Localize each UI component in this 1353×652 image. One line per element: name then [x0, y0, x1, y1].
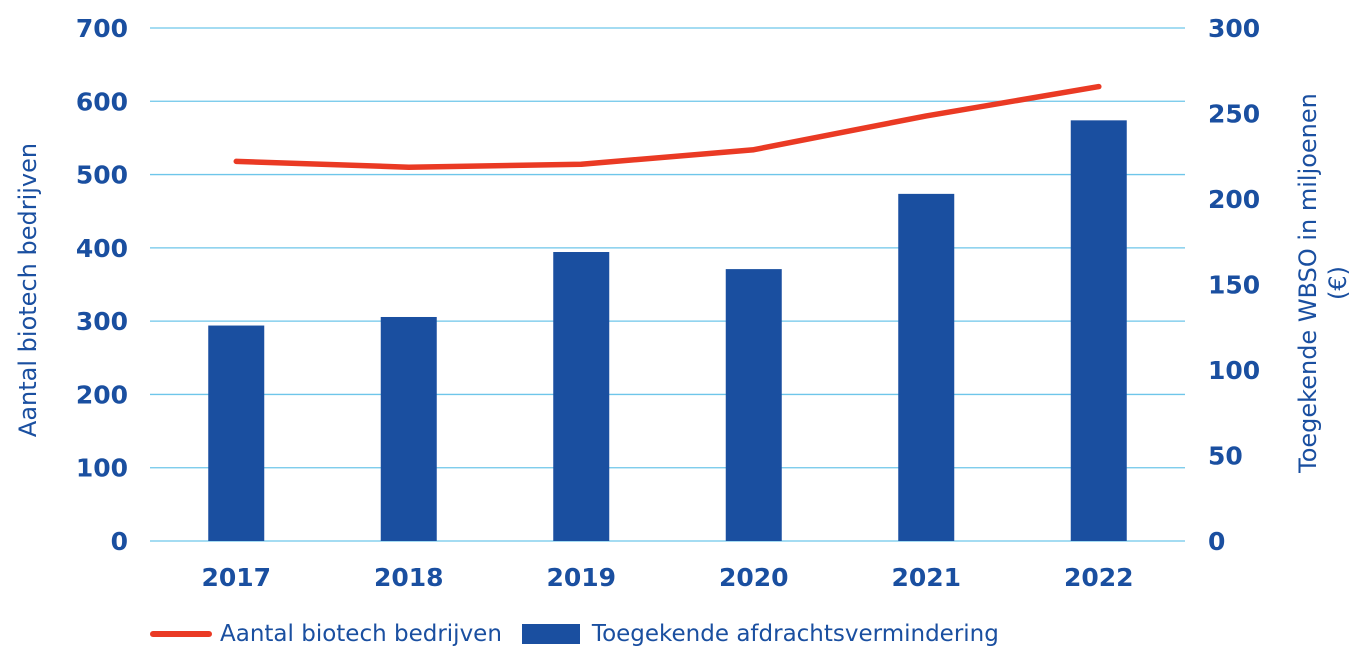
bar [553, 252, 610, 541]
line-point [233, 158, 239, 164]
category-label: 2017 [201, 563, 271, 592]
left-axis-ticks: 0 100 200 300 400 500 600 700 [76, 14, 128, 556]
left-tick-label: 700 [76, 14, 128, 43]
bar [1070, 120, 1127, 541]
line-point [751, 147, 757, 153]
right-axis-title-line1: Toegekende WBSO in miljoenen [1294, 93, 1322, 474]
right-tick-label: 300 [1208, 14, 1260, 43]
left-axis-title: Aantal biotech bedrijven [14, 143, 42, 437]
bar [725, 269, 782, 541]
bar [380, 316, 437, 541]
legend-bar-label: Toegekende afdrachtsvermindering [591, 621, 999, 647]
left-tick-label: 400 [76, 234, 128, 263]
series-line [233, 83, 1102, 170]
left-tick-label: 600 [76, 87, 128, 116]
chart: 0 100 200 300 400 500 600 700 0 50 100 150 200 250 30… [14, 14, 1352, 592]
category-label: 2020 [719, 563, 789, 592]
legend-line-label: Aantal biotech bedrijven [220, 621, 502, 647]
bar-series [208, 120, 1127, 541]
bar [898, 193, 955, 541]
right-axis-ticks: 0 50 100 150 200 250 300 [1208, 14, 1260, 556]
category-label: 2022 [1064, 563, 1134, 592]
right-tick-label: 50 [1208, 442, 1243, 471]
category-labels: 2017 2018 2019 2020 2021 2022 [201, 563, 1133, 592]
left-tick-label: 200 [76, 380, 128, 409]
right-tick-label: 100 [1208, 356, 1260, 385]
line-series [233, 83, 1102, 170]
line-point [923, 113, 929, 119]
category-label: 2018 [374, 563, 444, 592]
right-tick-label: 0 [1208, 527, 1225, 556]
legend: Aantal biotech bedrijven Toegekende afdr… [150, 616, 999, 652]
right-axis-title-line2: (€) [1324, 266, 1352, 300]
left-tick-label: 100 [76, 454, 128, 483]
left-tick-label: 500 [76, 161, 128, 190]
right-tick-label: 200 [1208, 185, 1260, 214]
line-point [1096, 84, 1102, 90]
line-point [578, 161, 584, 167]
bar [208, 325, 265, 541]
left-tick-label: 300 [76, 307, 128, 336]
category-label: 2019 [546, 563, 616, 592]
gridlines [150, 27, 1185, 542]
category-label: 2021 [891, 563, 961, 592]
line-point [406, 164, 412, 170]
legend-line-swatch [150, 631, 212, 637]
legend-bar-swatch [521, 624, 580, 644]
right-tick-label: 250 [1208, 100, 1260, 129]
left-tick-label: 0 [111, 527, 128, 556]
right-tick-label: 150 [1208, 271, 1260, 300]
